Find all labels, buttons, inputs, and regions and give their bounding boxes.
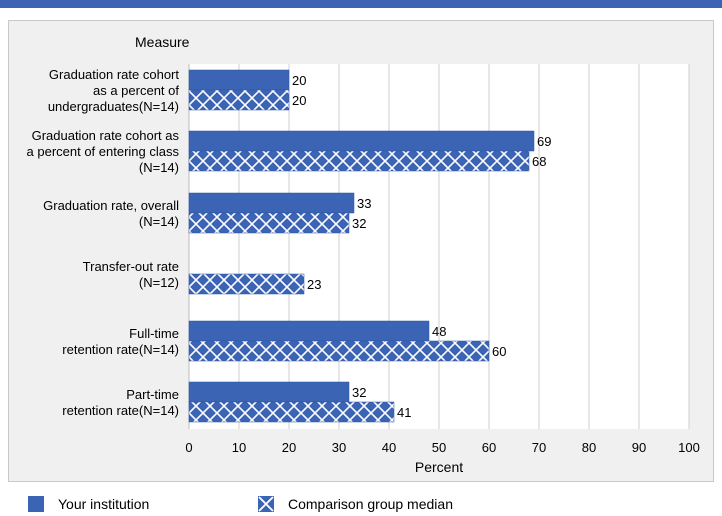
x-tick-label: 50 — [432, 440, 446, 455]
x-tick-label: 70 — [532, 440, 546, 455]
bar-chart: Measure 20 69 33 48 32 20 68 32 23 60 41 Graduatio… — [27, 34, 700, 475]
x-axis-title: Percent — [415, 459, 463, 475]
bars: 20 69 33 48 32 20 68 32 23 60 41 — [188, 69, 551, 423]
category-label: Graduation rate, overall (N=14) — [43, 198, 179, 229]
bar-comparison-median — [188, 89, 290, 111]
x-tick-label: 100 — [678, 440, 700, 455]
data-label: 68 — [532, 154, 546, 169]
bar-your-institution — [188, 192, 355, 214]
header-accent-bar — [0, 0, 722, 8]
legend-label: Your institution — [58, 496, 150, 512]
category-labels: Graduation rate cohort as a percent of und… — [27, 67, 180, 418]
data-label: 60 — [492, 344, 506, 359]
x-tick-label: 80 — [582, 440, 596, 455]
bar-comparison-median — [188, 340, 490, 362]
data-label: 32 — [352, 216, 366, 231]
x-tick-label: 0 — [185, 440, 192, 455]
category-label: Graduation rate cohort as a percent of und… — [48, 67, 180, 114]
legend-swatch-crosshatch — [258, 496, 274, 512]
x-tick-label: 10 — [232, 440, 246, 455]
data-label: 20 — [292, 93, 306, 108]
y-axis-title: Measure — [135, 34, 190, 50]
category-label: Part-time retention rate(N=14) — [62, 387, 179, 418]
data-label: 33 — [357, 196, 371, 211]
bar-your-institution — [188, 320, 430, 342]
bar-comparison-median — [188, 150, 530, 172]
data-label: 48 — [432, 324, 446, 339]
category-label: Graduation rate cohort as a percent of en… — [27, 128, 180, 175]
data-label: 20 — [292, 73, 306, 88]
x-tick-label: 30 — [332, 440, 346, 455]
category-label: Full-time retention rate(N=14) — [62, 326, 179, 357]
bar-your-institution — [188, 69, 290, 91]
x-tick-label: 60 — [482, 440, 496, 455]
legend-swatch-solid — [28, 496, 44, 512]
gridlines — [188, 64, 690, 429]
data-label: 23 — [307, 277, 321, 292]
x-tick-label: 20 — [282, 440, 296, 455]
category-label: Transfer-out rate (N=12) — [83, 259, 179, 290]
legend-label: Comparison group median — [288, 496, 453, 512]
bar-your-institution — [188, 381, 350, 403]
x-tick-label: 90 — [632, 440, 646, 455]
bar-your-institution — [188, 130, 535, 152]
x-tick-label: 40 — [382, 440, 396, 455]
data-label: 32 — [352, 385, 366, 400]
bar-comparison-median — [188, 401, 395, 423]
bar-comparison-median — [188, 212, 350, 234]
x-tick-labels: 0 10 20 30 40 50 60 70 80 90 100 — [185, 440, 699, 455]
data-label: 69 — [537, 134, 551, 149]
bar-comparison-median — [188, 273, 305, 295]
data-label: 41 — [397, 405, 411, 420]
